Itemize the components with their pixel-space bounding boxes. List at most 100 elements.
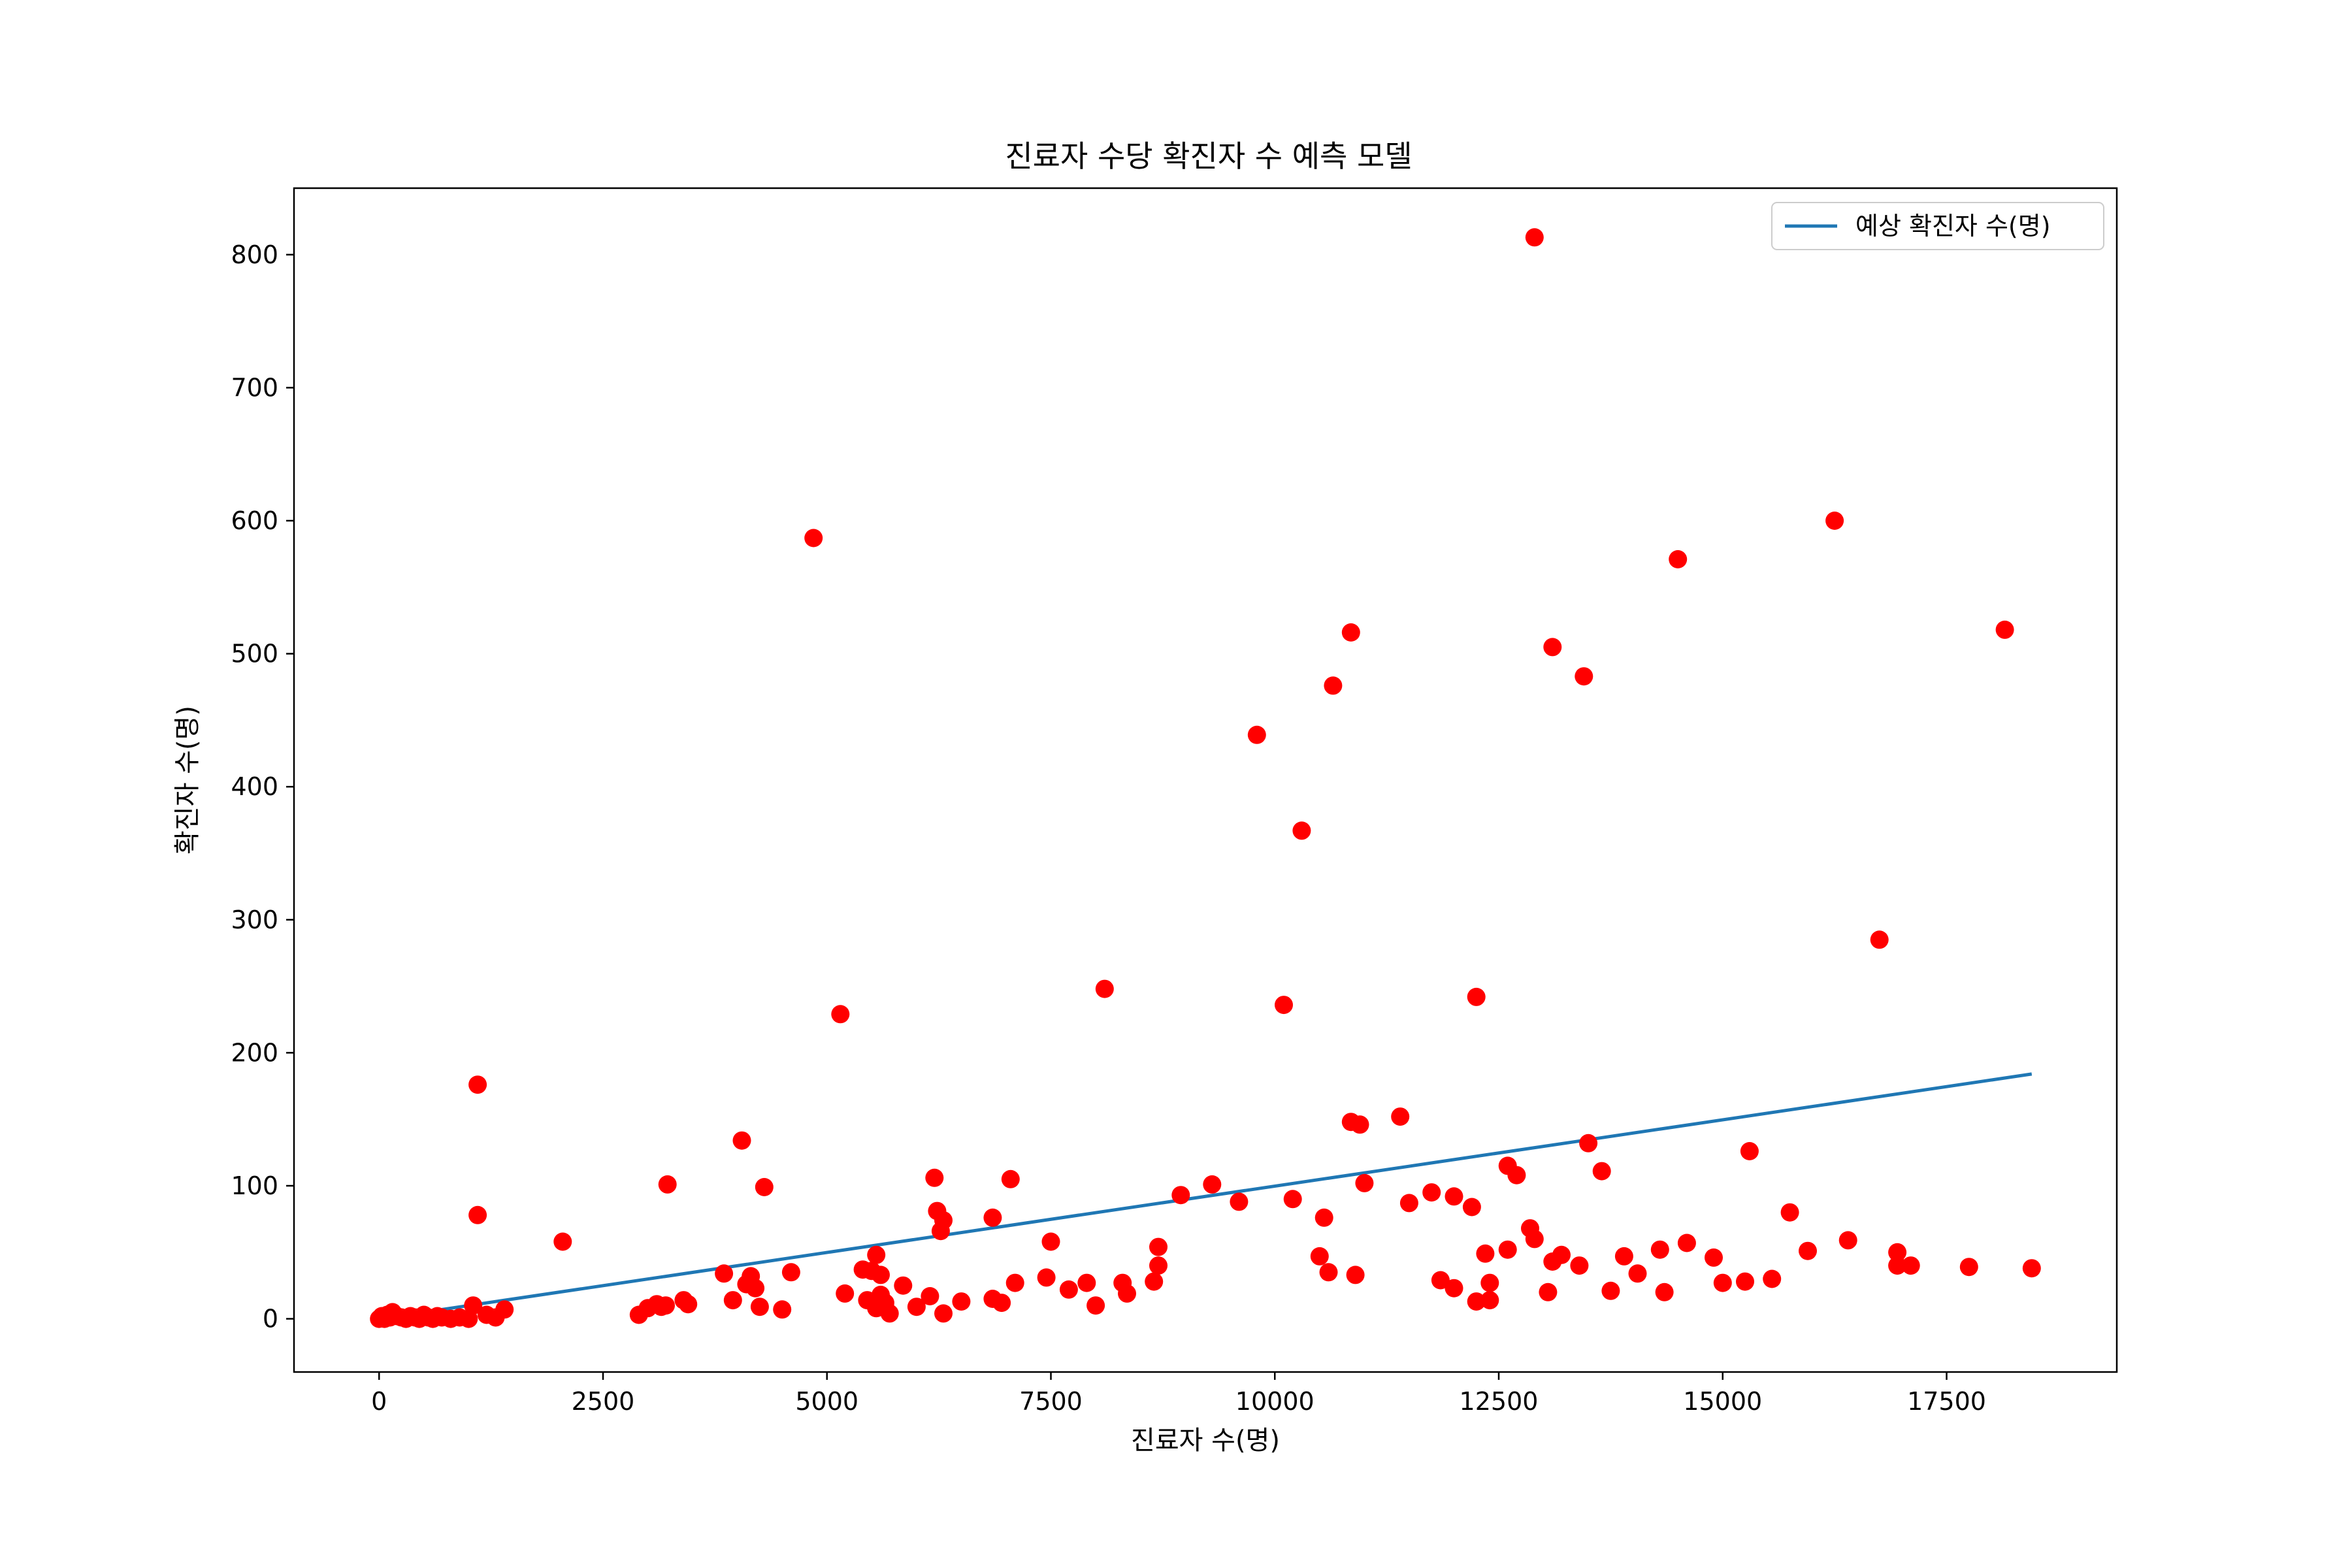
y-axis-label: 확진자 수(명) [172,706,203,855]
scatter-point [715,1264,734,1283]
scatter-point [1095,979,1114,998]
scatter-point [1275,996,1293,1015]
scatter-point [746,1279,765,1298]
scatter-point [1705,1248,1723,1267]
scatter-point [831,1005,850,1024]
scatter-point [1601,1281,1620,1300]
scatter-point [553,1232,572,1251]
scatter-point [1445,1279,1463,1298]
x-tick-label: 10000 [1235,1387,1315,1416]
scatter-point [1077,1273,1096,1292]
scatter-points-layer [370,228,2041,1328]
scatter-point [1736,1272,1754,1291]
scatter-point [1041,1232,1060,1251]
chart-title: 진료자 수당 확진자 수 예측 모델 [1005,139,1412,174]
scatter-point [464,1296,483,1315]
x-tick-label: 12500 [1460,1387,1539,1416]
scatter-point [1350,1115,1369,1134]
legend: 예상 확진자 수(명) [1771,202,2104,250]
scatter-point [1570,1256,1589,1275]
scatter-point [1149,1256,1168,1275]
scatter-point [983,1208,1002,1227]
y-tick-label: 600 [231,506,278,535]
x-tick-label: 17500 [1907,1387,1986,1416]
scatter-point [1799,1241,1817,1260]
scatter-point [875,1298,894,1316]
scatter-point [773,1300,792,1319]
scatter-point [1669,550,1688,568]
scatter-point [1431,1271,1450,1290]
scatter-point [1959,1258,1978,1277]
scatter-point [1149,1237,1168,1256]
scatter-point [1467,1292,1486,1311]
scatter-point [1575,667,1593,686]
scatter-point [1399,1194,1418,1213]
scatter-point [1324,676,1343,695]
scatter-point [1118,1284,1136,1303]
scatter-point [1292,821,1311,840]
scatter-point [1763,1269,1782,1288]
scatter-point [1480,1273,1499,1292]
scatter-point [1838,1231,1857,1250]
scatter-point [1391,1107,1410,1126]
scatter-point [1037,1268,1056,1287]
x-tick-label: 7500 [1019,1387,1083,1416]
x-axis-ticks: 0 2500 5000 7500 10000 12500 15000 17500 [371,1372,1986,1416]
scatter-point [934,1211,953,1230]
scatter-point [1888,1256,1907,1275]
y-tick-label: 700 [231,373,278,402]
scatter-point [1888,1243,1907,1262]
scatter-point [1901,1256,1920,1275]
scatter-point [1870,930,1889,949]
scatter-point [1552,1245,1571,1264]
scatter-point [1740,1142,1759,1160]
scatter-point [755,1178,774,1196]
scatter-point [952,1292,971,1311]
regression-line [378,1072,2033,1321]
scatter-point [1780,1203,1799,1222]
scatter-point [2022,1259,2041,1278]
scatter-point [1001,1169,1020,1188]
y-axis-ticks: 0 100 200 300 400 500 600 700 800 [231,240,294,1333]
scatter-point [732,1131,751,1150]
scatter-point [1005,1273,1024,1292]
scatter-point [1462,1198,1481,1217]
scatter-point [925,1168,944,1187]
scatter-point [1203,1175,1222,1194]
scatter-point [992,1294,1011,1313]
x-tick-label: 0 [371,1387,387,1416]
scatter-point [921,1287,939,1305]
y-tick-label: 800 [231,240,278,269]
scatter-point [657,1296,675,1315]
scatter-point [1498,1240,1517,1259]
scatter-point [1467,987,1486,1006]
scatter-point [1476,1244,1495,1263]
scatter-point [1086,1296,1105,1315]
regression-line-layer [378,1072,2033,1321]
x-tick-label: 5000 [795,1387,858,1416]
scatter-point [1059,1280,1078,1299]
scatter-point [1480,1291,1499,1310]
scatter-point [723,1291,742,1310]
scatter-point [1507,1166,1526,1184]
scatter-point [1525,228,1544,247]
scatter-point [907,1298,926,1316]
legend-box [1771,202,2104,250]
scatter-point [781,1263,800,1282]
y-tick-label: 200 [231,1038,278,1067]
scatter-point [1247,725,1266,744]
scatter-point [1346,1266,1365,1284]
scatter-point [1592,1162,1611,1181]
scatter-point [1422,1183,1441,1202]
scatter-point [1355,1173,1374,1192]
scatter-point [836,1284,855,1303]
legend-entry-label: 예상 확진자 수(명) [1855,212,2051,240]
scatter-point [894,1276,913,1295]
scatter-point [468,1075,487,1094]
scatter-point [1145,1272,1164,1291]
scatter-point [934,1304,953,1323]
scatter-point [1341,623,1360,642]
y-tick-label: 500 [231,640,278,668]
x-tick-label: 15000 [1683,1387,1762,1416]
scatter-point [1319,1263,1338,1282]
